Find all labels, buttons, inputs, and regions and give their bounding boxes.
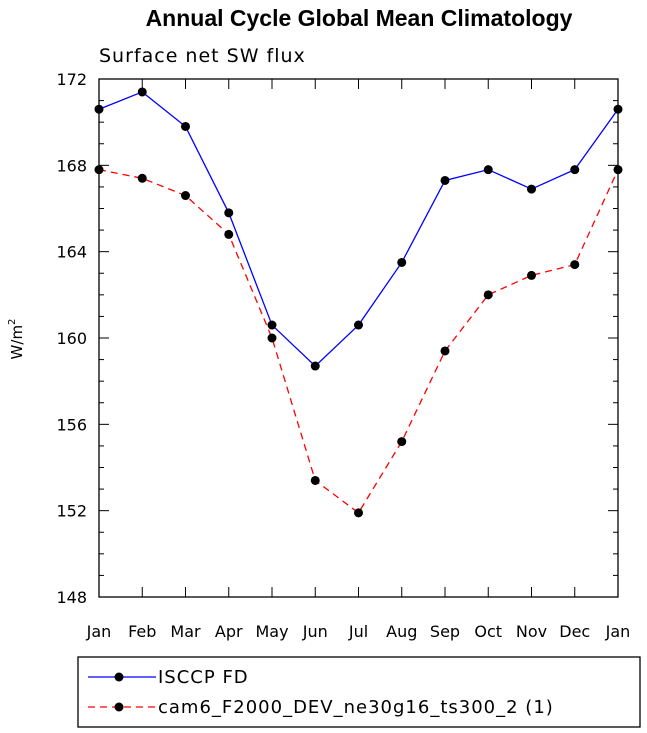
series-2-point [570,260,580,270]
x-tick-label: Dec [559,622,590,641]
series-2-point [137,173,147,183]
x-tick-label: Feb [128,622,156,641]
series-2-point [613,165,623,175]
series-1-point [527,184,536,194]
x-tick-label: Jun [302,622,328,641]
y-tick-label: 164 [56,243,87,262]
series-2-point [440,346,450,356]
x-tick-label: Apr [215,622,243,641]
legend: ISCCP FD cam6_F2000_DEV_ne30g16_ts300_2 (… [77,656,641,728]
series-1-point [94,104,104,114]
series-2-point [527,270,536,280]
series-1-point [267,320,277,330]
chart-subtitle: Surface net SW flux [99,45,306,67]
series-1-point [181,121,190,131]
y-tick-label: 160 [56,329,87,348]
series-1-point [440,175,450,185]
series-1-point [483,165,493,175]
x-tick-label: May [255,622,288,641]
series-1-point [137,87,147,97]
legend-label-2: cam6_F2000_DEV_ne30g16_ts300_2 (1) [158,697,554,718]
y-tick-label: 168 [56,156,87,175]
y-tick-label: 172 [56,70,87,89]
series-2-point [224,229,234,239]
series-line-2 [98,169,619,514]
series-1-point [224,208,234,218]
x-tick-label: Jul [348,622,368,641]
legend-marker-1 [114,672,124,682]
x-tick-label: Nov [516,622,547,641]
chart-title: Annual Cycle Global Mean Climatology [146,5,573,31]
series-1-point [613,104,623,114]
plot-area: 148 152 156 160 164 168 172 Jan Feb Mar Apr May Jun J… [56,70,630,641]
x-tick-label: Jan [605,622,631,641]
series-2-point [310,475,320,485]
x-tick-label: Aug [386,622,417,641]
series-2-point [181,191,190,201]
series-1-point [310,361,320,371]
legend-marker-2 [114,702,124,712]
series-2-point [354,508,363,518]
series-1-point [397,257,407,267]
series-1-point [570,165,580,175]
y-tick-label: 152 [56,502,87,521]
y-tick-label: 148 [56,588,87,607]
x-tick-label: Oct [474,622,502,641]
legend-label-1: ISCCP FD [158,667,249,688]
y-tick-label: 156 [56,415,87,434]
x-tick-label: Jan [86,622,112,641]
plot-frame [98,78,619,598]
x-tick-label: Mar [170,622,201,641]
y-axis-label: W/m2 [7,319,26,360]
series-2-point [397,437,407,447]
series-2-point [483,290,493,300]
x-tick-label: Sep [430,622,460,641]
series-2-point [94,165,104,175]
legend-box [77,656,641,728]
series-2-point [267,333,277,343]
series-1-point [354,320,363,330]
